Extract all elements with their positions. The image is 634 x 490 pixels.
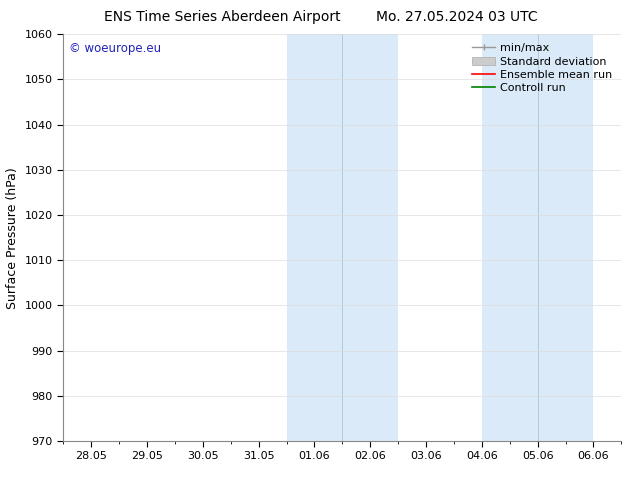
Legend: min/max, Standard deviation, Ensemble mean run, Controll run: min/max, Standard deviation, Ensemble me… — [469, 40, 616, 97]
Bar — [482, 34, 593, 441]
Text: © woeurope.eu: © woeurope.eu — [69, 43, 161, 55]
Y-axis label: Surface Pressure (hPa): Surface Pressure (hPa) — [6, 167, 19, 309]
Text: ENS Time Series Aberdeen Airport: ENS Time Series Aberdeen Airport — [103, 10, 340, 24]
Bar — [287, 34, 398, 441]
Text: Mo. 27.05.2024 03 UTC: Mo. 27.05.2024 03 UTC — [376, 10, 537, 24]
